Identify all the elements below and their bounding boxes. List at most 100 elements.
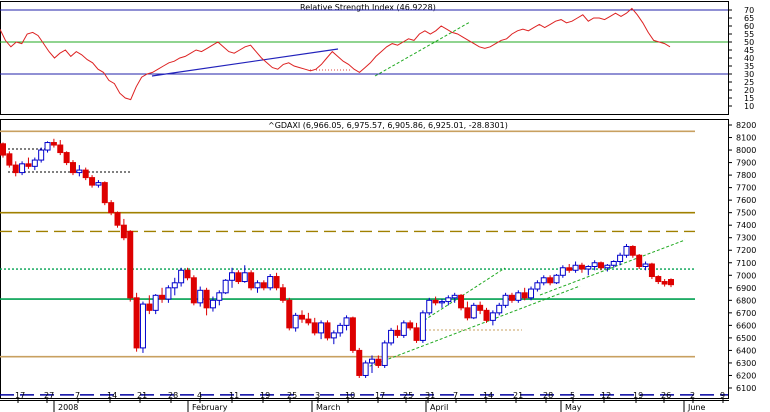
candle-up: [38, 149, 45, 161]
time-tick-label: 7: [75, 391, 80, 400]
candle-down: [394, 329, 401, 336]
candle-down: [521, 292, 528, 299]
candle-down: [566, 267, 573, 271]
rsi-tick-label: 50: [744, 38, 754, 47]
time-tick-label: 19: [633, 391, 643, 400]
candle-down: [661, 281, 668, 285]
price-tick-label: 7600: [736, 196, 756, 205]
candle-up: [400, 322, 407, 336]
rsi-tick-label: 35: [744, 62, 754, 71]
candle-down: [279, 287, 286, 301]
candle-down: [286, 299, 293, 329]
candle-up: [426, 299, 433, 314]
candle-down: [63, 152, 70, 164]
candle-up: [388, 329, 395, 344]
month-label: May: [565, 403, 582, 412]
candle-down: [648, 263, 655, 278]
price-tick-label: 6500: [736, 334, 756, 343]
candle-down: [273, 276, 280, 289]
candle-up: [292, 314, 299, 329]
candle-up: [553, 274, 560, 284]
price-tick-label: 7800: [736, 171, 756, 180]
candle-up: [139, 303, 146, 349]
candle-down: [305, 318, 312, 324]
time-tick-label: 25: [403, 391, 413, 400]
candle-up: [617, 254, 624, 263]
rsi-trendline-green: [374, 21, 471, 77]
candle-up: [222, 279, 229, 294]
candle-up: [209, 299, 216, 309]
candle-up: [585, 266, 592, 270]
rsi-tick-label: 20: [744, 86, 754, 95]
candle-up: [591, 262, 598, 268]
candle-down: [464, 307, 471, 319]
candle-up: [515, 292, 522, 301]
candle-down: [114, 212, 121, 226]
rsi-tick-label: 65: [744, 14, 754, 23]
price-tick-label: 6400: [736, 346, 756, 355]
candle-down: [146, 303, 153, 311]
month-label: June: [687, 403, 706, 412]
candle-down: [248, 272, 255, 289]
month-label: April: [430, 403, 448, 412]
price-tick-label: 6600: [736, 321, 756, 330]
candle-down: [598, 262, 605, 269]
candle-up: [254, 282, 261, 289]
price-tick-label: 7300: [736, 234, 756, 243]
rsi-tick-label: 10: [744, 102, 754, 111]
time-tick-label: 10: [345, 391, 355, 400]
candle-up: [165, 287, 172, 300]
rsi-tick-label: 25: [744, 78, 754, 87]
candle-down: [120, 224, 127, 239]
month-label: February: [192, 403, 228, 412]
price-tick-label: 7900: [736, 159, 756, 168]
candle-up: [445, 297, 452, 303]
month-label: 2008: [58, 403, 78, 412]
time-tick-label: 19: [260, 391, 270, 400]
candle-up: [318, 322, 325, 334]
candle-down: [203, 289, 210, 309]
time-tick-label: 26: [661, 391, 671, 400]
price-tick-label: 7200: [736, 246, 756, 255]
candle-up: [470, 304, 477, 319]
rsi-tick-label: 30: [744, 70, 754, 79]
candle-down: [184, 269, 191, 279]
time-tick-label: 31: [425, 391, 435, 400]
candle-up: [540, 277, 547, 284]
candle-up: [419, 312, 426, 341]
candle-down: [6, 153, 13, 166]
time-tick-label: 27: [44, 391, 54, 400]
candles: [0, 138, 674, 378]
price-title: ^GDAXI (6,966.05, 6,975.57, 6,905.86, 6,…: [268, 121, 508, 130]
candle-up: [489, 312, 496, 321]
price-tick-label: 7500: [736, 209, 756, 218]
time-tick-label: 12: [601, 391, 611, 400]
candle-down: [159, 294, 166, 300]
rsi-tick-label: 40: [744, 54, 754, 63]
candle-up: [197, 289, 204, 304]
candle-down: [349, 317, 356, 351]
candle-down: [547, 277, 554, 284]
candle-up: [368, 358, 375, 364]
candle-down: [101, 182, 108, 204]
candle-down: [668, 279, 674, 286]
time-tick-label: 11: [229, 391, 239, 400]
candle-down: [299, 314, 306, 320]
time-tick-label: 3: [315, 391, 320, 400]
candle-down: [12, 164, 19, 174]
time-tick-label: 2: [690, 391, 695, 400]
time-tick-label: 5: [570, 391, 575, 400]
candle-down: [407, 322, 414, 329]
candle-up: [502, 294, 509, 306]
candle-up: [229, 272, 236, 281]
candle-up: [267, 276, 274, 289]
candle-down: [235, 272, 242, 283]
candle-up: [362, 362, 369, 376]
rsi-level-lines: [0, 9, 728, 75]
candle-up: [216, 292, 223, 301]
time-tick-label: 21: [513, 391, 523, 400]
candle-up: [496, 304, 503, 314]
candle-down: [0, 143, 6, 156]
candle-down: [458, 294, 465, 309]
